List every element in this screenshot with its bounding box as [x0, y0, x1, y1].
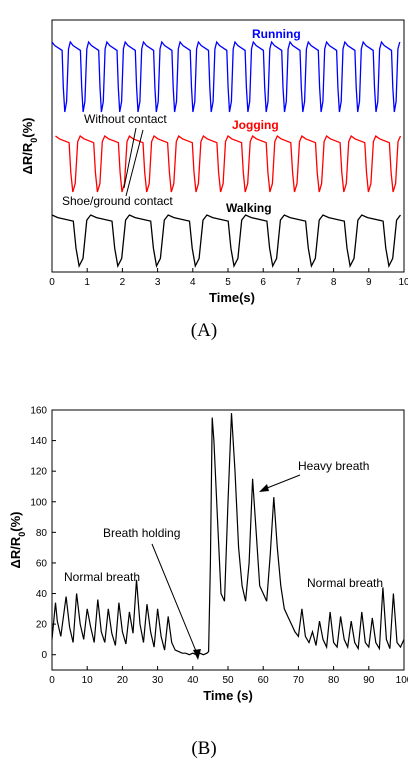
chart-b-y-tick-label: 100 [30, 497, 47, 508]
chart-a-x-tick-label: 4 [190, 277, 196, 288]
series-line-breath [51, 413, 405, 656]
series-line-walking [51, 214, 402, 269]
chart-a-x-tick-label: 9 [366, 277, 372, 288]
arrow-without-contact [123, 127, 137, 189]
chart-b-series-group [51, 413, 405, 656]
annotation-normal-breath-left: Normal breath [64, 570, 140, 584]
chart-b-x-tick-label: 10 [82, 675, 94, 686]
chart-b-x-tick-label: 20 [117, 675, 129, 686]
series-line-jogging [55, 134, 402, 193]
chart-b-x-tick-label: 30 [152, 675, 164, 686]
annotation-normal-breath-right: Normal breath [307, 576, 383, 590]
chart-b-y-label: ΔR/R0(%) [8, 512, 27, 569]
panel-label-b: (B) [191, 738, 216, 759]
chart-a-x-tick-label: 7 [296, 277, 302, 288]
chart-b-x-tick-label: 90 [363, 675, 375, 686]
chart-a-x-tick-label: 0 [49, 277, 55, 288]
annotation-heavy-breath: Heavy breath [298, 459, 369, 473]
chart-b-x-tick-label: 50 [222, 675, 234, 686]
chart-a-x-tick-label: 3 [155, 277, 161, 288]
chart-b-plot-frame [51, 409, 405, 671]
series-label-running: Running [252, 27, 301, 41]
chart-a-x-tick-label: 10 [398, 277, 408, 288]
chart-a-x-tick-label: 1 [84, 277, 90, 288]
chart-a-x-tick-label: 2 [120, 277, 126, 288]
arrow-heavy-breath [261, 474, 301, 491]
chart-b-y-tick-label: 0 [41, 650, 47, 661]
chart-b-x-label: Time (s) [203, 688, 253, 703]
chart-b-y-tick-label: 20 [36, 620, 48, 631]
series-line-running [51, 40, 401, 113]
chart-b-y-tick-label: 80 [36, 528, 48, 539]
arrow-heavy-breath-head [259, 484, 269, 492]
chart-b-y-tick-label: 120 [30, 467, 47, 478]
chart-a-x-tick-label: 8 [331, 277, 337, 288]
annotation-without-contact: Without contact [84, 112, 167, 126]
arrow-breath-holding-head [193, 649, 201, 660]
chart-b-x-tick-label: 80 [328, 675, 340, 686]
chart-b-x-tick-label: 70 [293, 675, 305, 686]
chart-b-y-tick-label: 40 [36, 589, 48, 600]
arrow-shoe-contact [125, 129, 144, 197]
chart-b: 0 10 20 30 40 50 60 70 80 90 100 0 20 40 60 80 100 120 14… [8, 406, 408, 760]
chart-a-x-ticks: 0 1 2 3 4 5 6 7 8 9 10 [49, 268, 408, 288]
series-label-walking: Walking [226, 201, 272, 215]
chart-a-series-group [51, 40, 402, 269]
chart-a-x-label: Time(s) [209, 290, 255, 305]
annotation-breath-holding: Breath holding [103, 526, 180, 540]
chart-b-y-tick-label: 140 [30, 436, 47, 447]
chart-a-y-label: ΔR/R0(%) [20, 118, 39, 175]
series-label-jogging: Jogging [232, 118, 279, 132]
chart-b-x-tick-label: 40 [187, 675, 199, 686]
chart-b-x-tick-label: 60 [258, 675, 270, 686]
arrow-breath-holding [151, 543, 199, 657]
chart-b-x-tick-label: 0 [49, 675, 55, 686]
chart-b-x-tick-label: 100 [396, 675, 408, 686]
chart-a-x-tick-label: 6 [260, 277, 266, 288]
chart-a-x-tick-label: 5 [225, 277, 231, 288]
chart-b-y-ticks: 0 20 40 60 80 100 120 140 160 [30, 406, 56, 661]
chart-b-y-tick-label: 60 [36, 558, 48, 569]
chart-a: 0 1 2 3 4 5 6 7 8 9 10 Time(s) ΔR/R0(%) Running Jo… [20, 19, 408, 341]
chart-b-x-ticks: 0 10 20 30 40 50 60 70 80 90 100 [49, 666, 408, 686]
panel-label-a: (A) [191, 320, 217, 341]
chart-b-y-tick-label: 160 [30, 406, 47, 417]
annotation-shoe-ground-contact: Shoe/ground contact [62, 194, 173, 208]
